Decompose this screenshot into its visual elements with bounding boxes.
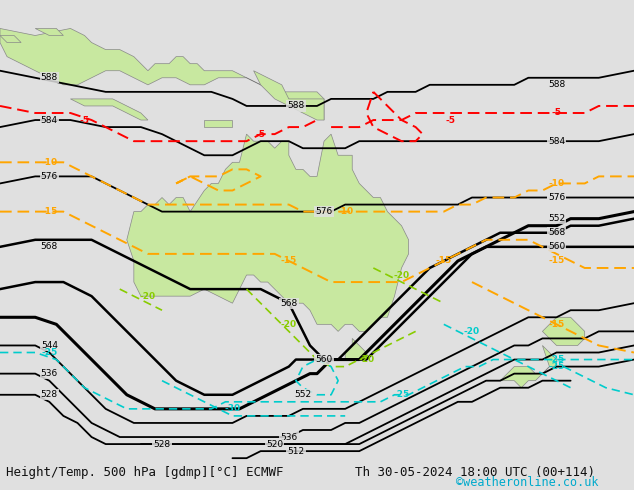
Text: 560: 560 — [316, 355, 333, 364]
Text: -5: -5 — [256, 130, 266, 139]
Text: -20: -20 — [140, 292, 156, 301]
Text: 584: 584 — [548, 137, 565, 146]
Polygon shape — [36, 28, 63, 35]
Text: -25: -25 — [548, 362, 565, 371]
Text: 512: 512 — [287, 446, 304, 456]
Text: -20: -20 — [358, 355, 374, 364]
Text: 528: 528 — [153, 440, 171, 448]
Polygon shape — [500, 345, 557, 388]
Text: -20: -20 — [394, 270, 410, 279]
Text: Height/Temp. 500 hPa [gdmp][°C] ECMWF: Height/Temp. 500 hPa [gdmp][°C] ECMWF — [6, 466, 284, 479]
Text: 560: 560 — [548, 243, 565, 251]
Polygon shape — [543, 318, 585, 345]
Text: 536: 536 — [41, 369, 58, 378]
Polygon shape — [70, 99, 148, 120]
Text: 588: 588 — [287, 101, 304, 110]
Polygon shape — [127, 134, 408, 331]
Text: -25: -25 — [548, 355, 565, 364]
Text: 544: 544 — [41, 341, 58, 350]
Text: -30: -30 — [224, 404, 240, 414]
Text: -25: -25 — [41, 348, 58, 357]
Text: -15: -15 — [436, 256, 452, 266]
Text: 576: 576 — [548, 193, 565, 202]
Text: -15: -15 — [41, 207, 58, 216]
Polygon shape — [0, 35, 21, 43]
Text: 576: 576 — [316, 207, 333, 216]
Polygon shape — [0, 28, 324, 120]
Text: 568: 568 — [280, 299, 297, 308]
Text: -20: -20 — [281, 320, 297, 329]
Text: -5: -5 — [446, 116, 456, 124]
Text: 576: 576 — [41, 172, 58, 181]
Polygon shape — [345, 339, 366, 360]
Text: 588: 588 — [41, 74, 58, 82]
Text: -20: -20 — [464, 327, 480, 336]
Text: 576: 576 — [548, 193, 565, 202]
Text: -10: -10 — [337, 207, 353, 216]
Text: 568: 568 — [548, 228, 565, 237]
Text: -15: -15 — [548, 256, 565, 266]
Polygon shape — [254, 71, 324, 120]
Text: -15: -15 — [281, 256, 297, 266]
Text: 536: 536 — [280, 433, 297, 441]
Text: -25: -25 — [394, 390, 410, 399]
Text: 552: 552 — [548, 214, 565, 223]
Text: Th 30-05-2024 18:00 UTC (00+114): Th 30-05-2024 18:00 UTC (00+114) — [355, 466, 595, 479]
Text: -10: -10 — [548, 179, 564, 188]
Text: -5: -5 — [552, 108, 562, 118]
Polygon shape — [204, 120, 233, 127]
Text: 520: 520 — [266, 440, 283, 448]
Text: 552: 552 — [294, 390, 311, 399]
Text: -10: -10 — [41, 158, 57, 167]
Text: 528: 528 — [41, 390, 58, 399]
Text: -15: -15 — [548, 320, 565, 329]
Text: -5: -5 — [79, 116, 89, 124]
Text: 568: 568 — [41, 243, 58, 251]
Text: 588: 588 — [548, 80, 565, 89]
Text: 584: 584 — [41, 116, 58, 124]
Text: ©weatheronline.co.uk: ©weatheronline.co.uk — [456, 475, 599, 489]
